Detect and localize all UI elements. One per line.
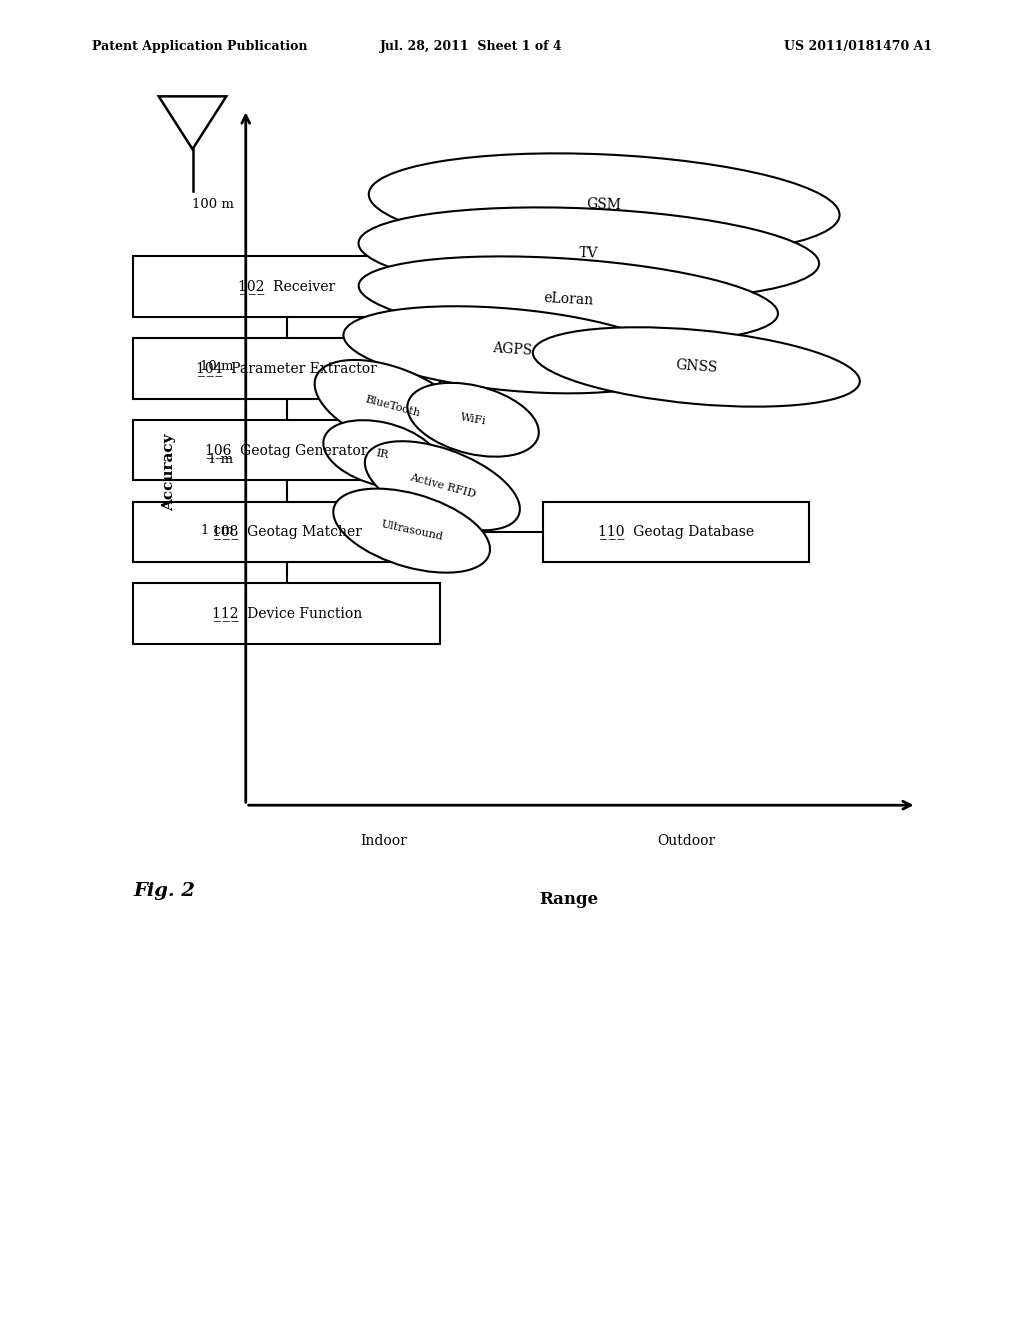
Ellipse shape: [343, 306, 681, 393]
Text: eLoran: eLoran: [543, 292, 594, 308]
Ellipse shape: [358, 256, 778, 343]
Text: Range: Range: [539, 891, 598, 908]
FancyBboxPatch shape: [133, 338, 440, 399]
Text: 1̲1̲2̲  Device Function: 1̲1̲2̲ Device Function: [212, 606, 361, 622]
FancyBboxPatch shape: [133, 502, 440, 562]
FancyBboxPatch shape: [133, 583, 440, 644]
Ellipse shape: [532, 327, 860, 407]
Text: Jul. 28, 2011  Sheet 1 of 4: Jul. 28, 2011 Sheet 1 of 4: [380, 40, 562, 53]
Text: GSM: GSM: [587, 197, 622, 213]
Ellipse shape: [324, 420, 440, 488]
Ellipse shape: [408, 383, 539, 457]
Text: Active RFID: Active RFID: [409, 473, 476, 499]
Text: AGPS: AGPS: [492, 342, 532, 358]
Ellipse shape: [369, 153, 840, 256]
FancyBboxPatch shape: [543, 502, 809, 562]
Text: Patent Application Publication: Patent Application Publication: [92, 40, 307, 53]
Text: 100 m: 100 m: [191, 198, 233, 211]
Text: GNSS: GNSS: [675, 359, 718, 375]
Text: Ultrasound: Ultrasound: [380, 519, 443, 543]
Text: Fig. 1: Fig. 1: [686, 268, 743, 286]
Text: 1̲0̲4̲  Parameter Extractor: 1̲0̲4̲ Parameter Extractor: [197, 360, 377, 376]
Text: Outdoor: Outdoor: [657, 834, 715, 849]
Text: WiFi: WiFi: [460, 413, 486, 426]
Text: 10 m: 10 m: [200, 360, 233, 374]
Text: 1̲0̲6̲  Geotag Generator: 1̲0̲6̲ Geotag Generator: [206, 442, 368, 458]
Ellipse shape: [314, 360, 470, 453]
Text: IR: IR: [375, 447, 389, 461]
Text: Accuracy: Accuracy: [162, 433, 176, 511]
Text: 1 cm: 1 cm: [201, 524, 233, 537]
Text: Fig. 2: Fig. 2: [133, 882, 196, 900]
Text: TV: TV: [579, 246, 599, 261]
Ellipse shape: [365, 441, 520, 531]
Text: 1̲0̲2̲  Receiver: 1̲0̲2̲ Receiver: [239, 279, 335, 294]
Text: BlueTooth: BlueTooth: [364, 395, 421, 418]
Text: US 2011/0181470 A1: US 2011/0181470 A1: [783, 40, 932, 53]
Ellipse shape: [358, 207, 819, 300]
Text: 1̲1̲0̲  Geotag Database: 1̲1̲0̲ Geotag Database: [598, 524, 754, 540]
Text: 1 m: 1 m: [208, 453, 233, 466]
Text: 1̲0̲8̲  Geotag Matcher: 1̲0̲8̲ Geotag Matcher: [212, 524, 361, 540]
Text: Indoor: Indoor: [360, 834, 408, 849]
FancyBboxPatch shape: [133, 256, 440, 317]
FancyBboxPatch shape: [133, 420, 440, 480]
Ellipse shape: [333, 488, 490, 573]
